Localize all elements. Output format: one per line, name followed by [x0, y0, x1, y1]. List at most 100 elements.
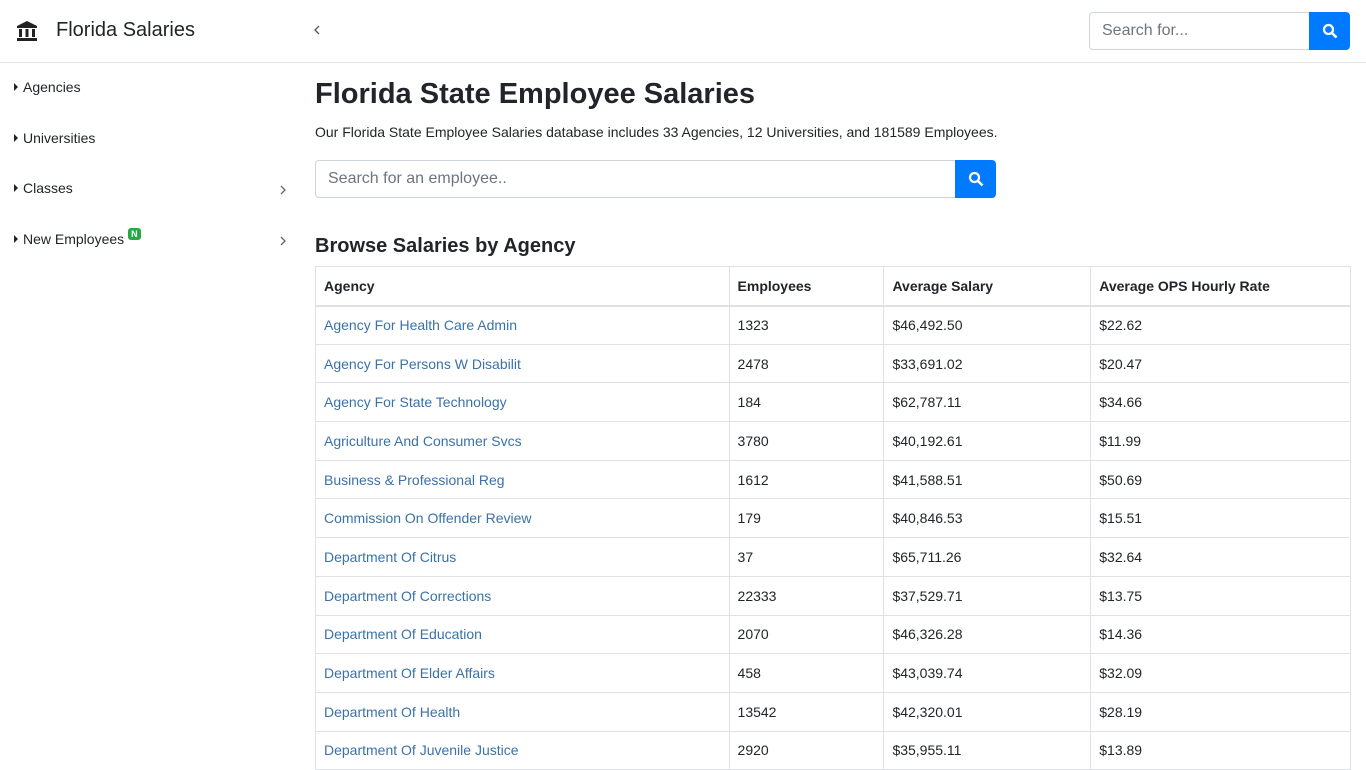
brand[interactable]: Florida Salaries — [56, 19, 195, 41]
nav-label: Classes — [23, 180, 73, 196]
search-icon — [1322, 23, 1337, 39]
agency-link[interactable]: Department Of Juvenile Justice — [324, 742, 519, 759]
cell: Department Of Corrections — [315, 575, 730, 616]
column-header: Agency — [315, 266, 730, 307]
cell: $11.99 — [1090, 421, 1351, 461]
nav-label: New Employees — [23, 231, 125, 247]
table-row: Agency For State Technology 184 $62,787.11… — [315, 382, 1351, 423]
agency-link[interactable]: Department Of Citrus — [324, 548, 457, 565]
agency-table: Agency Employees Average Salary Average OPS… — [315, 266, 1351, 770]
collapse-toggle[interactable] — [313, 25, 321, 35]
cell: $40,192.61 — [883, 421, 1092, 461]
header-row: Agency Employees Average Salary Average OPS… — [315, 266, 1351, 307]
cell: 3780 — [728, 421, 885, 461]
table-row: Department Of Elder Affairs 458 $43,039.74… — [315, 653, 1351, 693]
column-header: Average Salary — [883, 266, 1092, 307]
cell: $33,691.02 — [883, 343, 1092, 384]
cell: 22333 — [728, 575, 885, 616]
search-input[interactable]: Search for... — [1089, 12, 1310, 50]
page-title: Florida State Employee Salaries — [315, 78, 756, 110]
cell: $46,492.50 — [883, 305, 1092, 345]
cell: 2920 — [728, 730, 885, 770]
cell: $50.69 — [1090, 459, 1351, 500]
cell: Department Of Education — [315, 614, 730, 655]
table-row: Agency For Persons W Disabilit 2478 $33,69… — [315, 343, 1351, 384]
cell: Department Of Elder Affairs — [315, 653, 730, 693]
nav-item[interactable]: Universities — [14, 130, 95, 146]
cell: Commission On Offender Review — [315, 498, 730, 539]
agency-link[interactable]: Agency For State Technology — [324, 394, 507, 411]
cell: $32.64 — [1090, 537, 1351, 577]
employee-search-input[interactable]: Search for an employee.. — [315, 160, 956, 198]
nav-item[interactable]: New Employees N — [14, 228, 141, 247]
employee-search-button[interactable] — [955, 160, 996, 198]
column-header: Employees — [728, 266, 885, 307]
cell: $62,787.11 — [883, 382, 1092, 423]
caret — [14, 83, 18, 91]
cell: Department Of Juvenile Justice — [315, 730, 730, 770]
cell: $13.89 — [1090, 730, 1351, 770]
caret — [14, 235, 18, 243]
cell: $41,588.51 — [883, 459, 1092, 500]
cell: 2070 — [728, 614, 885, 655]
cell: $34.66 — [1090, 382, 1351, 423]
agency-link[interactable]: Agency For Health Care Admin — [324, 317, 517, 334]
table-row: Department Of Citrus 37 $65,711.26 $32.64 — [315, 537, 1351, 577]
expand-chevron[interactable] — [280, 185, 286, 195]
table-row: Department Of Health 13542 $42,320.01 $28.1… — [315, 691, 1351, 732]
cell: 179 — [728, 498, 885, 539]
cell: $28.19 — [1090, 691, 1351, 732]
nav-label: Universities — [23, 130, 96, 146]
search-button[interactable] — [1309, 12, 1350, 50]
cell: Department Of Health — [315, 691, 730, 732]
nav-label: Agencies — [23, 79, 81, 95]
cell: Agency For Persons W Disabilit — [315, 343, 730, 384]
table-row: Commission On Offender Review 179 $40,846.… — [315, 498, 1351, 539]
cell: $14.36 — [1090, 614, 1351, 655]
cell: 458 — [728, 653, 885, 693]
cell: 37 — [728, 537, 885, 577]
cell: 1323 — [728, 305, 885, 345]
brand-icon — [17, 21, 37, 41]
description: Our Florida State Employee Salaries data… — [315, 124, 998, 140]
new-badge: N — [128, 228, 141, 240]
table-row: Department Of Juvenile Justice 2920 $35,95… — [315, 730, 1351, 770]
caret — [14, 134, 18, 142]
table-row: Agriculture And Consumer Svcs 3780 $40,192… — [315, 421, 1351, 461]
search-icon — [968, 171, 983, 187]
cell: $32.09 — [1090, 653, 1351, 693]
cell: $46,326.28 — [883, 614, 1092, 655]
cell: Agency For Health Care Admin — [315, 305, 730, 345]
cell: 2478 — [728, 343, 885, 384]
cell: Agency For State Technology — [315, 382, 730, 423]
column-header: Average OPS Hourly Rate — [1090, 266, 1351, 307]
agency-link[interactable]: Department Of Health — [324, 703, 461, 720]
cell: 184 — [728, 382, 885, 423]
agency-link[interactable]: Commission On Offender Review — [324, 510, 532, 527]
agency-link[interactable]: Department Of Elder Affairs — [324, 665, 495, 682]
table-row: Business & Professional Reg 1612 $41,588.5… — [315, 459, 1351, 500]
expand-chevron[interactable] — [280, 236, 286, 246]
agency-link[interactable]: Department Of Education — [324, 626, 482, 643]
agency-link[interactable]: Department Of Corrections — [324, 587, 492, 604]
cell: $20.47 — [1090, 343, 1351, 384]
nav-item[interactable]: Classes — [14, 180, 73, 196]
cell: $65,711.26 — [883, 537, 1092, 577]
top-bar: Florida Salaries Search for... — [0, 0, 1366, 63]
agency-link[interactable]: Agency For Persons W Disabilit — [324, 355, 521, 372]
section-title: Browse Salaries by Agency — [315, 235, 576, 257]
cell: $40,846.53 — [883, 498, 1092, 539]
cell: $22.62 — [1090, 305, 1351, 345]
cell: 13542 — [728, 691, 885, 732]
table-row: Department Of Corrections 22333 $37,529.71… — [315, 575, 1351, 616]
cell: $35,955.11 — [883, 730, 1092, 770]
cell: $42,320.01 — [883, 691, 1092, 732]
cell: $15.51 — [1090, 498, 1351, 539]
agency-link[interactable]: Business & Professional Reg — [324, 471, 505, 488]
cell: 1612 — [728, 459, 885, 500]
agency-link[interactable]: Agriculture And Consumer Svcs — [324, 432, 522, 449]
caret — [14, 184, 18, 192]
nav-item[interactable]: Agencies — [14, 79, 81, 95]
cell: Business & Professional Reg — [315, 459, 730, 500]
